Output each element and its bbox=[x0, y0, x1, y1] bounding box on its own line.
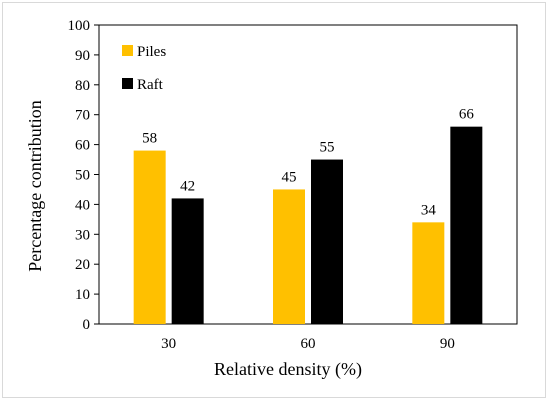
x-axis-title: Relative density (%) bbox=[214, 359, 362, 380]
y-axis: 0 10 20 30 40 50 60 70 80 90 100 bbox=[68, 18, 99, 333]
x-tick-label: 90 bbox=[440, 336, 455, 352]
legend-label: Raft bbox=[137, 77, 164, 93]
x-axis: 30 60 90 bbox=[161, 336, 455, 352]
y-tick-label: 0 bbox=[83, 317, 91, 333]
y-tick-label: 20 bbox=[75, 257, 90, 273]
y-tick-label: 70 bbox=[75, 108, 90, 124]
data-label: 66 bbox=[459, 107, 475, 123]
bar-piles-60 bbox=[273, 189, 305, 324]
data-label: 42 bbox=[180, 178, 195, 194]
y-tick-label: 30 bbox=[75, 227, 90, 243]
y-axis-title: Percentage contribution bbox=[25, 100, 45, 271]
legend-label: Piles bbox=[137, 44, 166, 60]
y-tick-label: 80 bbox=[75, 78, 90, 94]
y-tick-label: 10 bbox=[75, 287, 90, 303]
bar-piles-90 bbox=[412, 222, 445, 324]
data-label: 55 bbox=[320, 140, 335, 156]
bar-raft-90 bbox=[450, 126, 483, 324]
bar-piles-30 bbox=[133, 150, 166, 324]
data-label: 45 bbox=[282, 169, 297, 185]
y-tick-label: 50 bbox=[75, 168, 90, 184]
x-tick-label: 30 bbox=[161, 336, 176, 352]
legend-swatch-raft bbox=[122, 78, 133, 89]
legend-swatch-piles bbox=[122, 45, 133, 56]
bars bbox=[133, 126, 483, 324]
y-tick-label: 90 bbox=[75, 48, 90, 64]
y-tick-label: 100 bbox=[68, 18, 91, 34]
y-tick-label: 60 bbox=[75, 138, 90, 154]
data-label: 58 bbox=[142, 131, 157, 147]
data-labels: 58 45 34 42 55 66 bbox=[142, 107, 474, 219]
y-tick-label: 40 bbox=[75, 197, 90, 213]
bar-raft-30 bbox=[171, 198, 204, 324]
data-label: 34 bbox=[421, 202, 437, 218]
x-tick-label: 60 bbox=[301, 336, 316, 352]
bar-raft-60 bbox=[311, 159, 343, 324]
legend: Piles Raft bbox=[122, 44, 166, 93]
